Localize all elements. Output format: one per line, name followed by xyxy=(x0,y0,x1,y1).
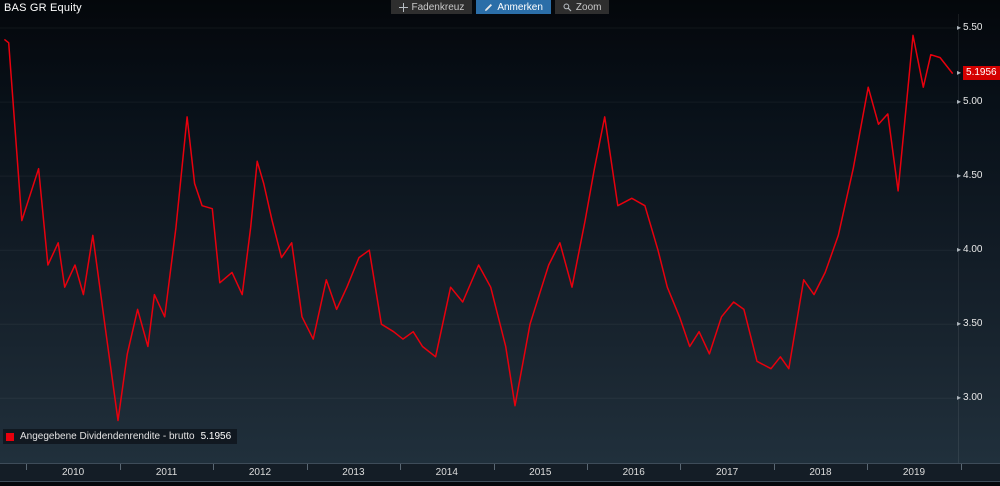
series-value: 5.1956 xyxy=(200,431,232,442)
tick-arrow-icon: ▸ xyxy=(957,170,962,180)
legend: Angegebene Dividendenrendite - brutto 5.… xyxy=(3,429,238,444)
crosshair-icon xyxy=(398,2,408,12)
x-axis-year-label: 2018 xyxy=(809,467,832,478)
series-color-swatch xyxy=(6,432,14,441)
y-axis-line xyxy=(958,14,959,463)
x-axis-year-label: 2014 xyxy=(435,467,458,478)
x-axis-year-label: 2010 xyxy=(61,467,85,478)
y-axis-label: ▸ 5.00 xyxy=(957,96,983,108)
magnifier-icon xyxy=(563,3,572,12)
crosshair-button[interactable]: Fadenkreuz xyxy=(390,0,473,14)
y-axis-label: ▸ 4.50 xyxy=(957,170,983,182)
x-axis-year-label: 2019 xyxy=(902,467,926,478)
pencil-icon xyxy=(484,3,493,12)
chart-background xyxy=(0,0,1000,463)
y-axis-label: ▸ 4.00 xyxy=(957,244,983,256)
x-axis-tick xyxy=(213,464,215,470)
x-axis-tick xyxy=(119,464,121,470)
annotate-button[interactable]: Anmerken xyxy=(476,0,551,14)
x-axis-tick xyxy=(867,464,869,470)
y-axis-label: ▸ 3.50 xyxy=(957,318,983,330)
annotate-button-label: Anmerken xyxy=(497,1,543,13)
tick-arrow-icon: ▸ xyxy=(957,392,962,402)
x-axis-tick xyxy=(493,464,495,470)
x-axis-year-label: 2013 xyxy=(342,467,365,478)
y-axis[interactable]: ▸ 5.50 ▸ 5.00 ▸ 4.50 ▸ 4.00 ▸ 3.50 ▸ 3.00 xyxy=(957,14,1000,462)
x-axis-tick xyxy=(400,464,402,470)
tick-arrow-icon: ▸ xyxy=(957,244,962,254)
x-axis-tick xyxy=(587,464,588,470)
y-axis-label: ▸ 3.00 xyxy=(957,392,983,404)
x-axis-tick xyxy=(960,464,962,470)
last-value-marker: ▸ 5.1956 xyxy=(957,66,1000,81)
crosshair-button-label: Fadenkreuz xyxy=(411,1,465,13)
x-axis[interactable]: 2010 2011 2012 2013 2014 2015 2016 2017 2018 2019 xyxy=(0,463,1000,482)
tick-arrow-icon: ▸ xyxy=(957,68,962,78)
zoom-button[interactable]: Zoom xyxy=(554,0,610,14)
y-axis-label: ▸ 5.50 xyxy=(957,22,983,33)
series-label: Angegebene Dividendenrendite - brutto xyxy=(20,431,195,442)
tick-arrow-icon: ▸ xyxy=(957,96,962,106)
tick-arrow-icon: ▸ xyxy=(957,318,962,328)
x-axis-year-label: 2015 xyxy=(529,467,552,478)
chart-toolbar: Fadenkreuz Anmerken Zoom xyxy=(0,0,1000,14)
x-axis-tick xyxy=(306,464,308,470)
x-axis-tick xyxy=(26,464,28,470)
x-axis-year-label: 2016 xyxy=(622,467,645,478)
tick-arrow-icon: ▸ xyxy=(957,22,962,32)
zoom-button-label: Zoom xyxy=(575,1,602,13)
last-value-badge: 5.1956 xyxy=(963,66,1000,81)
x-axis-year-label: 2017 xyxy=(715,467,739,478)
x-axis-year-label: 2012 xyxy=(248,467,272,478)
x-axis-tick xyxy=(773,464,775,470)
x-axis-year-label: 2011 xyxy=(155,467,178,478)
security-title: BAS GR Equity xyxy=(4,2,82,14)
x-axis-tick xyxy=(680,464,682,470)
